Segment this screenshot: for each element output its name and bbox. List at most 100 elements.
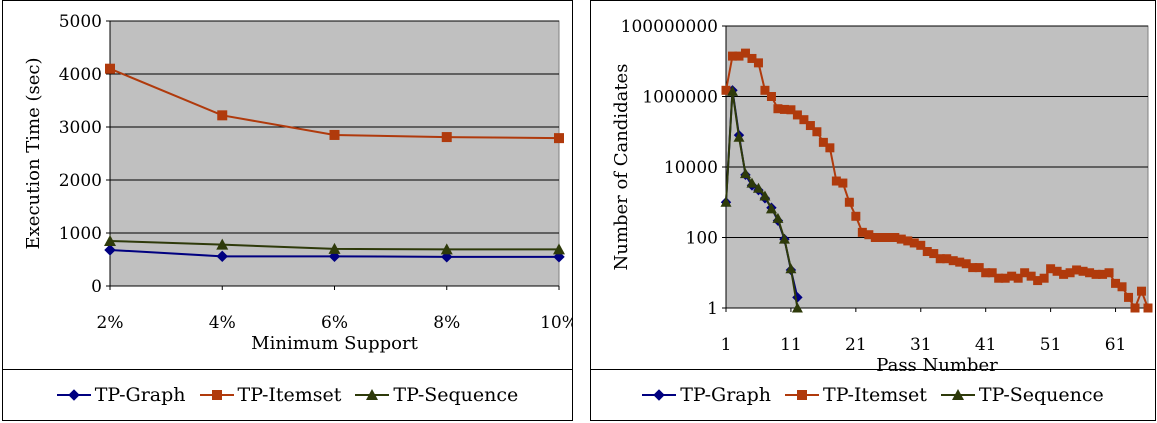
x-tick-label: 41 xyxy=(975,335,997,355)
x-axis-label: Pass Number xyxy=(876,355,998,371)
data-point xyxy=(922,247,932,257)
y-tick-label: 1000000 xyxy=(642,88,718,108)
legend-item-tp-sequence: TP-Sequence xyxy=(355,384,518,406)
legend-item-tp-graph: TP-Graph xyxy=(56,384,186,406)
y-axis-label: Execution Time (sec) xyxy=(23,58,44,250)
data-point xyxy=(877,233,887,242)
data-point xyxy=(1072,265,1082,275)
legend-swatch xyxy=(642,389,677,401)
plot-area xyxy=(109,20,560,287)
data-point xyxy=(216,250,228,263)
data-point xyxy=(760,85,770,95)
data-point xyxy=(844,197,854,207)
legend-swatch-marker xyxy=(653,389,665,401)
x-tick-label: 1 xyxy=(721,335,732,355)
x-tick-label: 51 xyxy=(1040,335,1062,355)
legend-item-tp-itemset: TP-Itemset xyxy=(199,384,342,406)
data-point xyxy=(948,256,958,266)
data-point xyxy=(955,257,965,267)
data-point xyxy=(217,110,228,121)
data-point xyxy=(831,176,841,186)
legend-item-tp-graph: TP-Graph xyxy=(642,384,771,406)
data-point xyxy=(857,227,867,237)
data-point xyxy=(916,240,926,250)
legend-label: TP-Itemset xyxy=(823,384,927,406)
data-point xyxy=(766,92,776,101)
data-point xyxy=(1098,269,1108,279)
data-point xyxy=(987,268,997,278)
data-point xyxy=(773,104,783,114)
data-point xyxy=(734,51,744,61)
legend-item-tp-itemset: TP-Itemset xyxy=(785,384,927,406)
data-point xyxy=(1078,266,1088,276)
data-point xyxy=(1137,286,1147,296)
data-point xyxy=(740,48,750,58)
data-point xyxy=(1117,282,1127,292)
data-point xyxy=(903,236,913,246)
y-tick-label: 4000 xyxy=(59,65,102,85)
legend-swatch xyxy=(355,389,390,400)
data-point xyxy=(1104,268,1114,278)
legend-label: TP-Graph xyxy=(680,384,772,406)
data-point xyxy=(896,234,906,244)
data-point xyxy=(1143,303,1153,313)
data-point xyxy=(1039,273,1049,283)
data-point xyxy=(727,51,737,61)
x-tick-label: 8% xyxy=(433,313,460,333)
data-point xyxy=(733,131,745,142)
x-tick-label: 31 xyxy=(910,335,932,355)
data-point xyxy=(554,133,564,144)
data-point xyxy=(799,115,809,125)
legend-swatch-marker xyxy=(211,390,222,400)
data-point xyxy=(812,127,822,137)
legend-swatch xyxy=(940,389,975,400)
series-tp-sequence xyxy=(720,85,803,313)
data-point xyxy=(909,238,919,248)
data-point xyxy=(778,233,790,244)
y-tick-label: 5000 xyxy=(59,12,102,32)
data-point xyxy=(838,178,848,188)
legend-swatch-marker xyxy=(366,389,379,400)
data-point xyxy=(883,233,893,242)
data-point xyxy=(1020,268,1030,278)
data-point xyxy=(1091,269,1101,279)
data-point xyxy=(890,233,900,242)
data-point xyxy=(974,263,984,273)
data-point xyxy=(981,268,991,278)
data-point xyxy=(105,63,115,74)
data-point xyxy=(870,233,880,242)
x-tick-label: 4% xyxy=(209,313,236,333)
data-point xyxy=(1026,271,1036,281)
data-point xyxy=(1046,264,1056,274)
y-axis-label: Number of Candidates xyxy=(611,64,632,271)
legend-swatch xyxy=(56,389,91,401)
data-point xyxy=(825,143,835,153)
data-point xyxy=(1052,266,1062,276)
data-point xyxy=(1013,273,1023,283)
legend-label: TP-Graph xyxy=(94,384,186,406)
y-tick-label: 3000 xyxy=(59,118,102,138)
data-point xyxy=(1111,278,1121,288)
data-point xyxy=(968,263,978,273)
x-tick-label: 2% xyxy=(97,313,124,333)
data-point xyxy=(772,212,784,223)
data-point xyxy=(746,177,758,188)
y-tick-label: 0 xyxy=(91,277,102,297)
right-chart-panel: 1 100 10000 1000000 100000000 1 11 21 31 41 51 61 Pa… xyxy=(590,0,1156,421)
y-tick-label: 10000 xyxy=(664,158,718,178)
data-point xyxy=(329,129,340,140)
data-point xyxy=(739,168,751,179)
series-tp-itemset xyxy=(721,48,1153,313)
data-point xyxy=(765,203,777,214)
data-point xyxy=(721,85,731,95)
legend-swatch-marker xyxy=(951,389,964,400)
data-point xyxy=(792,110,802,120)
data-point xyxy=(929,249,939,259)
legend-swatch-marker xyxy=(797,390,808,400)
data-point xyxy=(747,53,757,63)
data-point xyxy=(851,211,861,221)
data-point xyxy=(994,273,1004,283)
data-point xyxy=(1124,292,1134,302)
execution-time-chart: 0 1000 2000 3000 4000 5000 2% 4% 6% 8% 10% Minimum … xyxy=(23,12,578,354)
legend-label: TP-Itemset xyxy=(237,384,342,406)
